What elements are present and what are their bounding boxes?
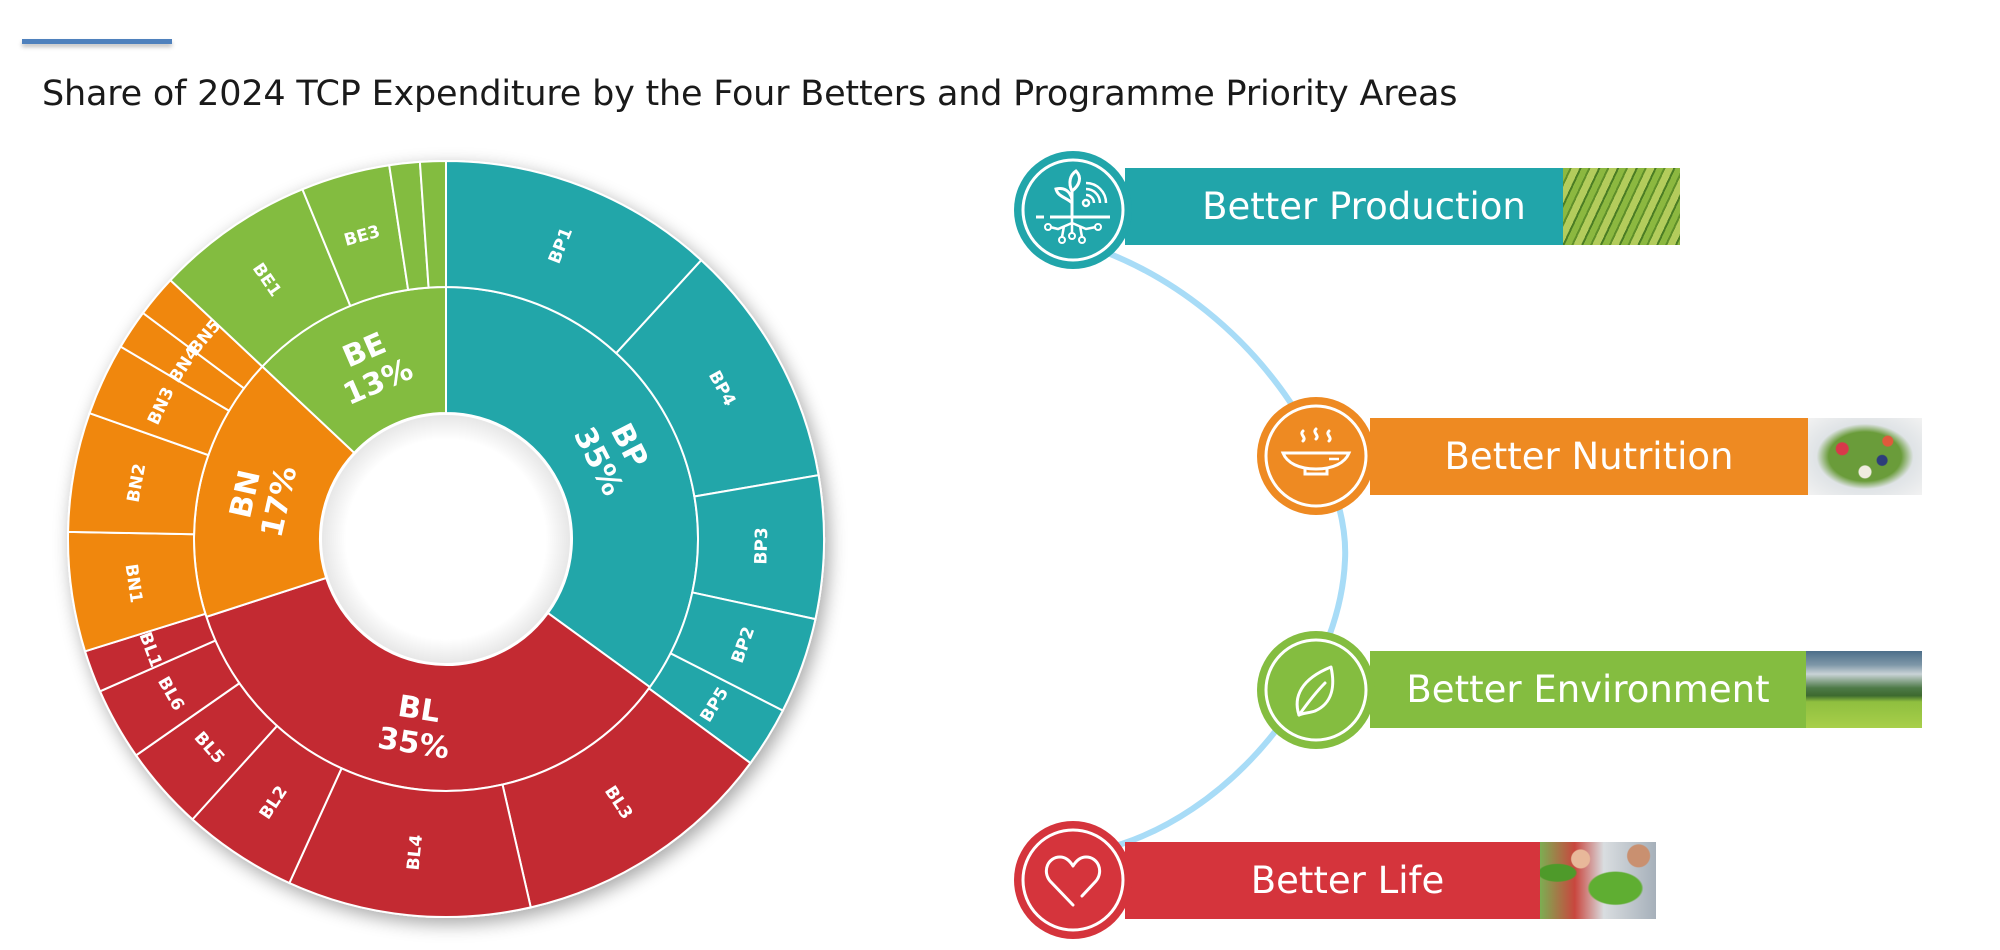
better-production-label: Better Production bbox=[1202, 185, 1526, 228]
sunburst-center-hole bbox=[320, 413, 572, 665]
outer-label-bp3: BP3 bbox=[751, 527, 772, 565]
leaf-icon bbox=[1257, 631, 1375, 749]
sunburst-rings bbox=[67, 159, 825, 918]
better-life-label: Better Life bbox=[1250, 859, 1445, 902]
better-environment-label: Better Environment bbox=[1406, 668, 1770, 711]
better-nutrition-bar: Better Nutrition bbox=[1370, 418, 1808, 495]
better-environment-bar: Better Environment bbox=[1370, 651, 1806, 728]
better-nutrition-label: Better Nutrition bbox=[1444, 435, 1734, 478]
rice-terraces-photo bbox=[1563, 168, 1680, 245]
inner-label-bn: BN17% bbox=[221, 455, 305, 540]
sunburst-chart: BP35%BL35%BN17%BE13%BP1BP4BP3BP2BP5BL3BL… bbox=[67, 159, 825, 918]
page-title: Share of 2024 TCP Expenditure by the Fou… bbox=[42, 74, 1458, 114]
better-production-bar: Better Production bbox=[1125, 168, 1563, 245]
sunburst-segment-be-minor-19 bbox=[418, 159, 447, 289]
mountain-meadow-photo bbox=[1806, 651, 1922, 728]
steaming-bowl-icon bbox=[1257, 397, 1375, 515]
plant-roots-signal-icon bbox=[1014, 151, 1132, 269]
accent-line bbox=[22, 39, 172, 44]
salad-bowl-photo bbox=[1808, 418, 1922, 495]
outer-label-bl4: BL4 bbox=[404, 834, 427, 872]
family-harvest-photo bbox=[1540, 842, 1656, 919]
heart-icon bbox=[1014, 821, 1132, 939]
better-life-bar: Better Life bbox=[1125, 842, 1540, 919]
